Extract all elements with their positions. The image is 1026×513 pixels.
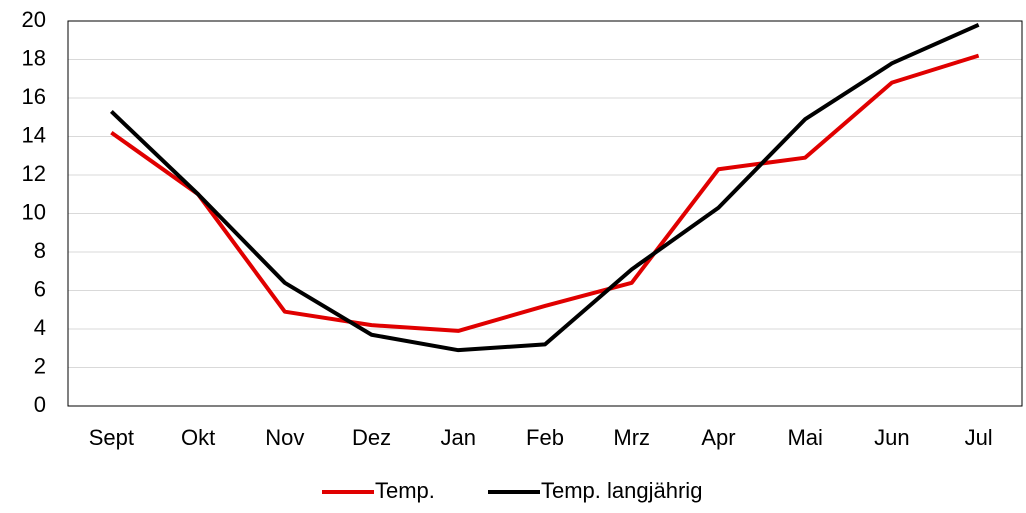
x-tick-label: Okt [181,425,215,450]
series-line [110,53,980,333]
plot-border [67,20,1023,407]
y-tick-label: 0 [34,392,46,417]
x-tick-label: Jul [965,425,993,450]
x-tick-label: Nov [265,425,304,450]
y-tick-label: 18 [22,45,46,70]
series-line [109,23,980,353]
y-tick-label: 8 [34,238,46,263]
x-tick-label: Apr [701,425,735,450]
y-tick-label: 20 [22,7,46,32]
y-tick-label: 12 [22,161,46,186]
x-tick-label: Jan [441,425,476,450]
y-tick-label: 16 [22,84,46,109]
legend-label: Temp. langjährig [541,478,702,503]
y-tick-label: 4 [34,315,46,340]
y-tick-label: 14 [22,122,46,147]
legend-label: Temp. [375,478,435,503]
x-tick-label: Feb [526,425,564,450]
y-tick-label: 2 [34,353,46,378]
x-tick-label: Mrz [613,425,650,450]
x-tick-label: Sept [89,425,134,450]
y-tick-label: 10 [22,199,46,224]
x-tick-label: Mai [787,425,822,450]
x-tick-label: Jun [874,425,909,450]
y-tick-label: 6 [34,276,46,301]
x-tick-label: Dez [352,425,391,450]
